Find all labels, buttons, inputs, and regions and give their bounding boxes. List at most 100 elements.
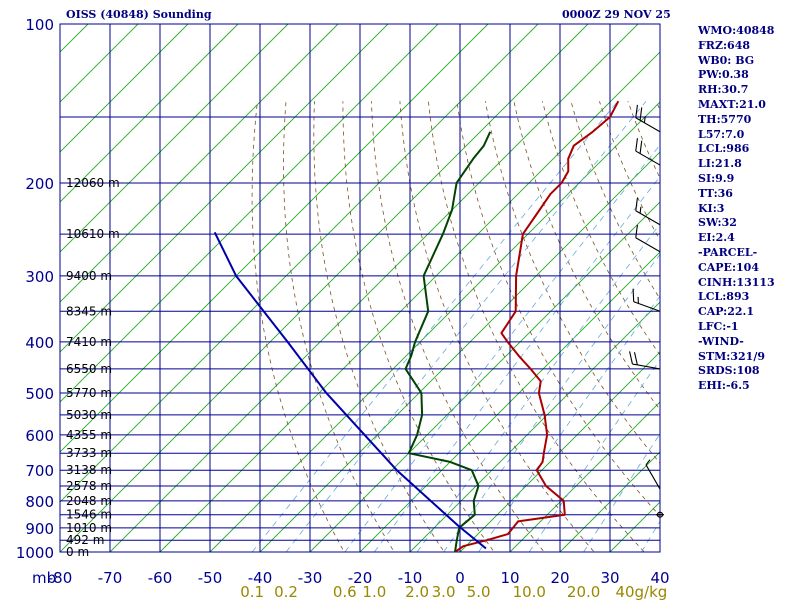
mixing-ratio-line bbox=[443, 253, 660, 552]
height-label: 3733 m bbox=[66, 446, 112, 460]
wind-barb-staff bbox=[645, 464, 661, 490]
wind-barb-flag bbox=[632, 288, 635, 302]
index-item: L57:7.0 bbox=[698, 127, 745, 141]
index-item: -PARCEL- bbox=[698, 245, 758, 259]
wind-barb-flag bbox=[633, 352, 638, 366]
chart-time: 0000Z 29 NOV 25 bbox=[562, 8, 671, 21]
height-label: 10610 m bbox=[66, 227, 120, 241]
index-item: SRDS:108 bbox=[698, 364, 760, 378]
index-item: -WIND- bbox=[698, 334, 744, 348]
wind-barb-half-flag bbox=[643, 116, 646, 123]
index-item: EI:2.4 bbox=[698, 231, 735, 245]
index-item: SW:32 bbox=[698, 216, 737, 230]
temperature-tick-label: 0 bbox=[455, 569, 465, 587]
temperature-tick-label: -60 bbox=[148, 569, 173, 587]
pressure-tick-label: 600 bbox=[25, 427, 54, 445]
temperature-tick-label: -50 bbox=[198, 569, 223, 587]
temperature-tick-label: -70 bbox=[98, 569, 123, 587]
mixing-ratio-label: 0.1 bbox=[240, 583, 264, 600]
index-item: TT:36 bbox=[698, 186, 733, 200]
wind-barb-flag bbox=[635, 138, 638, 152]
wind-barb-flag bbox=[639, 140, 643, 154]
grid bbox=[59, 23, 661, 553]
dry-adiabat-line bbox=[399, 101, 595, 552]
wind-barb-flag bbox=[635, 197, 638, 211]
index-item: MAXT:21.0 bbox=[698, 97, 766, 111]
temperature-tick-label: -20 bbox=[348, 569, 373, 587]
plot-frame bbox=[59, 23, 661, 553]
index-item: LCL:986 bbox=[698, 142, 750, 156]
index-item: LCL:893 bbox=[698, 290, 750, 304]
isotherm-line bbox=[60, 24, 189, 153]
index-item: CAP:22.1 bbox=[698, 305, 755, 319]
mixing-ratio-label: 20.0 bbox=[567, 583, 600, 600]
index-item: LFC:-1 bbox=[698, 319, 739, 333]
wind-barb-flag bbox=[629, 351, 633, 365]
isotherm-line bbox=[459, 351, 660, 552]
index-item: WB0: BG bbox=[698, 53, 755, 67]
wind-barb-staff bbox=[632, 363, 661, 370]
mixing-ratio-label: 40g/kg bbox=[615, 583, 667, 600]
index-item: PW:0.38 bbox=[698, 68, 749, 82]
height-label: 4355 m bbox=[66, 428, 112, 442]
isotherm-line bbox=[60, 24, 589, 552]
temperature-tick-label: 30 bbox=[600, 569, 619, 587]
temperature-line bbox=[454, 100, 620, 552]
background-lines bbox=[60, 24, 800, 563]
isotherm-line bbox=[209, 101, 660, 552]
height-label: 0 m bbox=[66, 545, 89, 559]
isotherm-line bbox=[60, 24, 339, 303]
index-item: FRZ:648 bbox=[698, 38, 751, 52]
mixing-ratio-label: 2.0 bbox=[405, 583, 429, 600]
height-label: 9400 m bbox=[66, 269, 112, 283]
mixing-ratio-line bbox=[374, 175, 660, 552]
index-item: SI:9.9 bbox=[698, 171, 735, 185]
mixing-ratio-label: 10.0 bbox=[513, 583, 546, 600]
height-label: 12060 m bbox=[66, 176, 120, 190]
height-label: 6550 m bbox=[66, 362, 112, 376]
mixing-ratio-label: 5.0 bbox=[467, 583, 491, 600]
wind-barb-flag bbox=[635, 224, 638, 238]
temperature-tick-label: -40 bbox=[248, 569, 273, 587]
mixing-ratio-label: 0.2 bbox=[274, 583, 298, 600]
wind-barb-half-flag bbox=[639, 206, 642, 214]
dry-adiabat-line bbox=[513, 101, 660, 411]
mixing-ratio-label: 3.0 bbox=[432, 583, 456, 600]
dry-adiabat-line bbox=[456, 101, 660, 517]
isotherm-line bbox=[259, 151, 660, 552]
isotherm-line bbox=[159, 51, 660, 552]
temperature-tick-label: -10 bbox=[398, 569, 423, 587]
dry-adiabat-line bbox=[770, 101, 800, 563]
mixing-ratio-line bbox=[478, 295, 660, 552]
temperature-tick-label: -80 bbox=[48, 569, 73, 587]
isotherm-line bbox=[409, 301, 660, 552]
parcel-line bbox=[213, 231, 487, 550]
wind-barb-half-flag bbox=[645, 459, 651, 466]
index-item: CINH:13113 bbox=[698, 275, 775, 289]
height-label: 2048 m bbox=[66, 494, 112, 508]
dry-adiabat-line bbox=[371, 101, 545, 552]
index-item: STM:321/9 bbox=[698, 349, 765, 363]
pressure-tick-label: 1000 bbox=[16, 544, 54, 562]
mixing-ratio-line bbox=[528, 359, 660, 552]
isotherm-line bbox=[60, 24, 389, 353]
mixing-ratio-label: 0.6 bbox=[333, 583, 357, 600]
height-label: 492 m bbox=[66, 533, 104, 547]
pressure-tick-label: 200 bbox=[25, 175, 54, 193]
mixing-ratio-line bbox=[285, 100, 647, 552]
pressure-tick-label: 900 bbox=[25, 520, 54, 538]
temperature-tick-label: -30 bbox=[298, 569, 323, 587]
pressure-unit-label: mb bbox=[32, 569, 56, 587]
index-item: TH:5770 bbox=[698, 112, 752, 126]
height-label: 5770 m bbox=[66, 386, 112, 400]
pressure-tick-label: 500 bbox=[25, 385, 54, 403]
dewpoint-line bbox=[404, 131, 492, 552]
isotherm-line bbox=[60, 24, 289, 253]
height-label: 1546 m bbox=[66, 508, 112, 522]
height-label: 7410 m bbox=[66, 335, 112, 349]
index-item: KI:3 bbox=[698, 201, 725, 215]
index-item: LI:21.8 bbox=[698, 157, 742, 171]
wind-barb-flag bbox=[639, 107, 643, 121]
mixing-ratio-label: 1.0 bbox=[362, 583, 386, 600]
